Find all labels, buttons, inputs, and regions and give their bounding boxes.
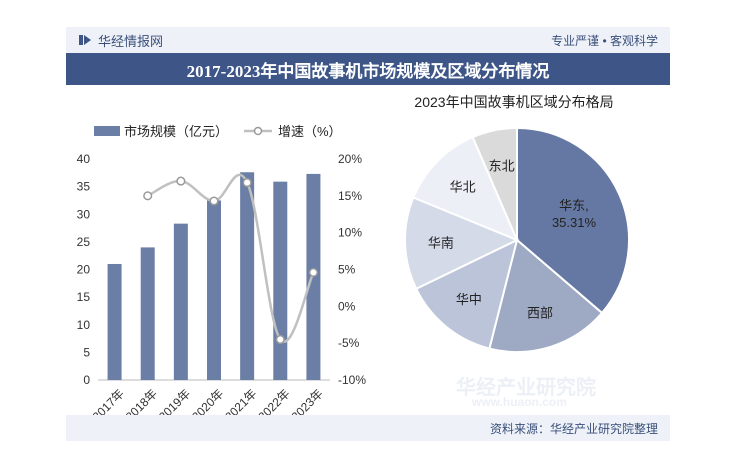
legend-bar-swatch (94, 126, 120, 136)
source-note: 资料来源：华经产业研究院整理 (489, 422, 658, 436)
legend-line-label: 增速（%） (278, 124, 342, 139)
growth-line (147, 173, 315, 344)
bar (273, 181, 288, 380)
growth-point (176, 176, 186, 186)
pie-slice (488, 238, 604, 353)
slogan: 专业严谨 • 客观科学 (551, 34, 658, 48)
y-right-tick-label: 20% (338, 152, 362, 166)
brand-name: 华经情报网 (98, 33, 164, 49)
pie-title: 2023年中国故事机区域分布格局 (414, 94, 613, 110)
footer-band: 资料来源：华经产业研究院整理 (66, 415, 670, 441)
y-left-tick-label: 5 (83, 345, 90, 359)
pie-slice-label: 华东, (559, 198, 589, 213)
report-card: 华经情报网 专业严谨 • 客观科学 2017-2023年中国故事机市场规模及区域… (66, 27, 670, 441)
y-left-tick-label: 35 (77, 180, 91, 194)
growth-point (209, 196, 219, 206)
pie-slice (404, 196, 520, 291)
bar (207, 200, 221, 380)
bar-line-chart: 0 5 10 15 20 25 30 35 40 -10% -5% 0% 5% 10% 15% 20% 2017… (77, 124, 366, 415)
y-left-tick-label: 15 (77, 290, 91, 304)
pie-slice-label: 西部 (527, 306, 553, 321)
bar (107, 263, 122, 380)
pie-slice (516, 126, 630, 315)
pie-slice-label: 华北 (450, 180, 476, 195)
pie-slice (471, 126, 518, 241)
pie-slice (414, 238, 519, 350)
y-left-tick-label: 30 (77, 207, 91, 221)
bar (240, 172, 255, 380)
x-tick-label: 2022年 (255, 386, 292, 415)
legend-bar-label: 市场规模（亿元） (124, 124, 228, 139)
title-bar: 2017-2023年中国故事机市场规模及区域分布情况 (66, 53, 670, 85)
bar (173, 223, 188, 380)
y-left-tick-label: 20 (77, 263, 91, 277)
y-right-tick-label: 15% (338, 189, 362, 203)
x-tick-label: 2019年 (156, 386, 193, 415)
legend-line-marker (253, 126, 263, 136)
x-tick-label: 2018年 (123, 386, 160, 415)
y-right-tick-label: -5% (338, 336, 360, 350)
growth-point (308, 267, 318, 277)
x-tick-label: 2021年 (222, 386, 259, 415)
growth-point (143, 191, 153, 201)
pie-slice (412, 135, 519, 242)
y-right-tick-label: -10% (338, 373, 366, 387)
brand: 华经情报网 (78, 31, 163, 49)
brand-logo-icon (79, 35, 91, 45)
growth-point (242, 178, 252, 188)
pie-slice-value: 35.31% (552, 215, 597, 230)
y-left-tick-label: 40 (77, 152, 91, 166)
y-right-tick-label: 10% (338, 226, 362, 240)
x-tick-label: 2020年 (189, 386, 226, 415)
top-band: 华经情报网 专业严谨 • 客观科学 (66, 27, 670, 53)
y-right-tick-label: 5% (338, 263, 356, 277)
bar (140, 247, 155, 380)
x-tick-label: 2017年 (90, 386, 127, 415)
y-right-tick-label: 0% (338, 299, 356, 313)
y-left-tick-label: 0 (83, 373, 90, 387)
growth-point (275, 334, 285, 345)
y-left-tick-label: 25 (77, 235, 91, 249)
pie-slice-label: 东北 (489, 158, 515, 173)
x-tick-label: 2023年 (289, 386, 326, 415)
pie-slice-label: 华中 (456, 292, 482, 307)
y-left-tick-label: 10 (77, 318, 91, 332)
chart-title: 2017-2023年中国故事机市场规模及区域分布情况 (186, 61, 550, 81)
pie-slice-label: 华南 (428, 235, 454, 250)
